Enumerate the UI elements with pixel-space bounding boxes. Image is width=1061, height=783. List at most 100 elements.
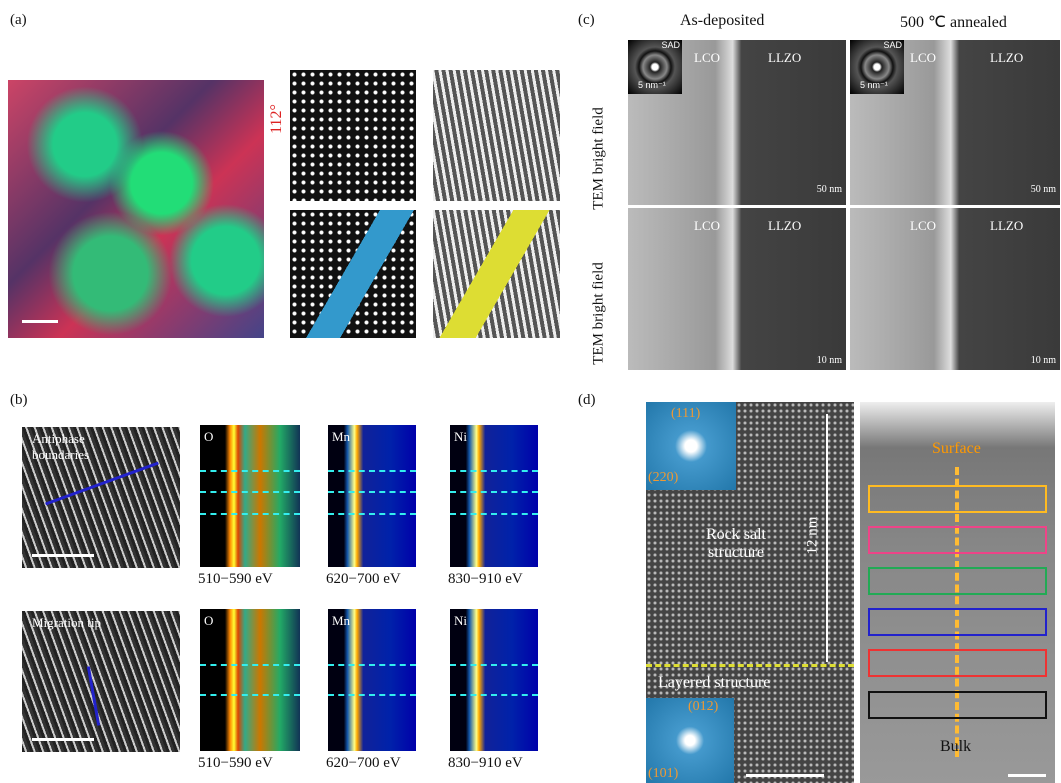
eels-map: Mn: [328, 609, 416, 751]
overlay: [868, 608, 1047, 636]
eels-map: O: [200, 609, 300, 751]
phase-label: LLZO: [768, 50, 801, 66]
haadf-image: [290, 70, 416, 201]
fft-index: (012): [688, 699, 718, 715]
scale-label: 50 nm: [1031, 184, 1056, 195]
energy-label: 830−910 eV: [448, 755, 523, 772]
hrtem-image: Antiphase boundaries: [22, 427, 180, 568]
bulk-label: Bulk: [940, 738, 971, 756]
inset-label: SAD: [661, 40, 680, 50]
overlay: [868, 691, 1047, 719]
abf-image: [433, 70, 560, 201]
region-label: Rock salt structure: [686, 526, 786, 562]
phase-label: LLZO: [990, 50, 1023, 66]
thickness-label: 12 nm: [804, 517, 821, 555]
cyan-guide: [200, 694, 300, 696]
scale-bar: [32, 554, 94, 557]
cyan-guide: [450, 664, 538, 666]
cyan-guide: [450, 491, 538, 493]
cyan-guide: [328, 491, 416, 493]
annotation: Antiphase boundaries: [32, 431, 122, 463]
scale-label: 10 nm: [1031, 355, 1056, 366]
cyan-guide: [450, 694, 538, 696]
overlay: [22, 320, 58, 323]
cyan-guide: [328, 470, 416, 472]
energy-label: 830−910 eV: [448, 571, 523, 588]
overlay: [1008, 774, 1046, 777]
haadf-image: [290, 210, 416, 338]
eels-map: Ni: [450, 609, 538, 751]
overlay: [868, 485, 1047, 513]
eels-map: Ni: [450, 425, 538, 567]
fft-index: (220): [648, 470, 678, 486]
angle-label: 112°: [268, 104, 286, 134]
region-label: Layered structure: [658, 674, 770, 692]
surface-label: Surface: [932, 440, 981, 458]
energy-label: 510−590 eV: [198, 755, 273, 772]
tem-image: LCO LLZO 10 nm: [628, 208, 846, 370]
phase-label: LLZO: [990, 218, 1023, 234]
energy-label: 620−700 eV: [326, 571, 401, 588]
hrtem-image: (111) (220) 12 nm Rock salt structure La…: [646, 402, 854, 783]
phase-label: LCO: [910, 218, 936, 234]
fft-index: (101): [648, 766, 678, 782]
direction-arrow: [45, 462, 159, 506]
element-label: Ni: [454, 613, 467, 629]
scale-label: 50 nm: [817, 184, 842, 195]
abf-image: [433, 210, 560, 338]
phase-map: [8, 80, 264, 338]
scale-bar: [32, 738, 94, 741]
hrtem-image: Migration tip: [22, 611, 180, 752]
cyan-guide: [450, 513, 538, 515]
energy-label: 620−700 eV: [326, 755, 401, 772]
panel-label: (d): [578, 392, 596, 409]
annotation: Migration tip: [32, 615, 122, 631]
scale-label: 10 nm: [817, 355, 842, 366]
element-label: O: [204, 613, 213, 629]
overlay: [746, 774, 824, 777]
tem-image: SAD 5 nm⁻¹ LCO LLZO 50 nm: [850, 40, 1060, 205]
overlay: [868, 649, 1047, 677]
energy-label: 510−590 eV: [198, 571, 273, 588]
cyan-guide: [328, 694, 416, 696]
tem-image: SAD 5 nm⁻¹ LCO LLZO 50 nm: [628, 40, 846, 205]
cyan-guide: [200, 664, 300, 666]
interface-line: [646, 664, 854, 667]
figure: (a) 112° (b) Antiphase boundaries O 510−59…: [0, 0, 1061, 783]
cyan-guide: [328, 513, 416, 515]
panel-label: (b): [10, 392, 28, 409]
inset-scale: 5 nm⁻¹: [638, 80, 666, 91]
cyan-guide: [450, 470, 538, 472]
element-label: Ni: [454, 429, 467, 445]
sad-inset: SAD 5 nm⁻¹: [850, 40, 904, 94]
tem-image: LCO LLZO 10 nm: [850, 208, 1060, 370]
cyan-guide: [200, 470, 300, 472]
eels-map: O: [200, 425, 300, 567]
phase-label: LLZO: [768, 218, 801, 234]
phase-label: LCO: [910, 50, 936, 66]
column-title: 500 ℃ annealed: [900, 12, 1007, 32]
element-label: O: [204, 429, 213, 445]
phase-label: LCO: [694, 218, 720, 234]
phase-label: LCO: [694, 50, 720, 66]
thickness-arrow: [826, 414, 828, 662]
inset-label: SAD: [883, 40, 902, 50]
fft-index: (111): [671, 406, 700, 422]
panel-label: (a): [10, 12, 27, 29]
panel-label: (c): [578, 12, 595, 29]
cyan-guide: [328, 664, 416, 666]
sad-inset: SAD 5 nm⁻¹: [628, 40, 682, 94]
overlay: [868, 526, 1047, 554]
stem-image: Surface Bulk: [860, 402, 1055, 783]
eels-map: Mn: [328, 425, 416, 567]
cyan-guide: [200, 491, 300, 493]
row-label: TEM bright field: [591, 262, 608, 364]
element-label: Mn: [332, 429, 350, 445]
overlay: [868, 567, 1047, 595]
row-label: TEM bright field: [591, 107, 608, 209]
direction-arrow: [87, 666, 100, 726]
inset-scale: 5 nm⁻¹: [860, 80, 888, 91]
column-title: As-deposited: [680, 12, 764, 30]
element-label: Mn: [332, 613, 350, 629]
cyan-guide: [200, 513, 300, 515]
